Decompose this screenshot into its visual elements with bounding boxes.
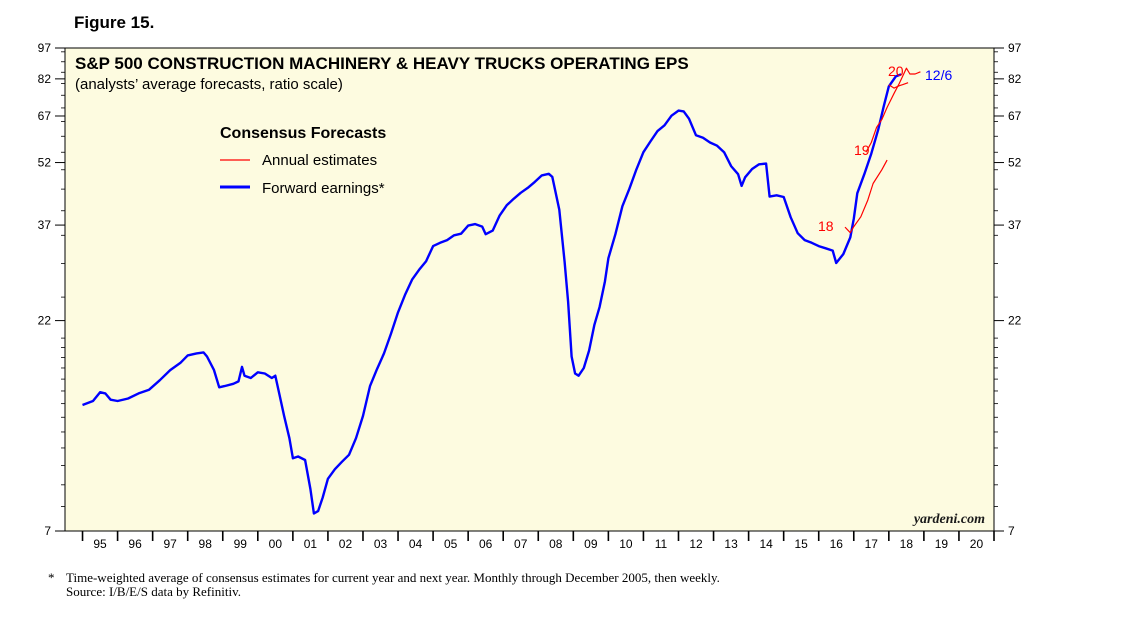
x-tick-label: 11: [655, 537, 668, 551]
legend-annual-label: Annual estimates: [262, 152, 377, 169]
x-tick-label: 13: [724, 537, 738, 551]
annual-estimate-line-18: [844, 159, 888, 234]
x-axis: 95 96 97 98 99 00 01 02 03 04 05 06 07 08 09 10 11 12 13 14…: [81, 531, 995, 551]
y-tick-label-right: 37: [1008, 218, 1022, 232]
footnote-note: Time-weighted average of consensus estim…: [66, 570, 720, 585]
annotation-date: 12/6: [925, 67, 952, 83]
watermark: yardeni.com: [912, 512, 985, 527]
x-tick-label: 14: [759, 537, 773, 551]
x-tick-label: 06: [479, 537, 493, 551]
y-tick-label-left: 37: [38, 218, 52, 232]
y-tick-label-left: 52: [38, 156, 52, 170]
x-tick-label: 18: [900, 537, 914, 551]
annotation-20: 20: [888, 63, 904, 79]
legend-forward-label: Forward earnings*: [262, 180, 385, 197]
left-axis: 7 22 37 52 67 82 97: [38, 41, 65, 538]
y-tick-label-left: 97: [38, 41, 52, 55]
forward-earnings-line: [82, 73, 902, 515]
x-tick-label: 04: [409, 537, 423, 551]
x-tick-label: 16: [830, 537, 844, 551]
x-tick-label: 03: [374, 537, 388, 551]
plot-area: [64, 47, 995, 532]
legend-title: Consensus Forecasts: [220, 125, 386, 142]
y-tick-label-left: 22: [38, 314, 52, 328]
y-tick-label-left: 67: [38, 109, 52, 123]
x-tick-label: 98: [199, 537, 213, 551]
footnote: * Time-weighted average of consensus esti…: [48, 571, 720, 599]
series-layer: [82, 67, 921, 515]
y-tick-label-right: 97: [1008, 41, 1022, 55]
x-tick-label: 97: [163, 537, 177, 551]
x-tick-label: 10: [619, 537, 633, 551]
x-tick-label: 09: [584, 537, 598, 551]
chart: 7 22 37 52 67 82 97 7 22 37 52 67 82 97 95 96 97 98 99 00…: [38, 41, 1022, 551]
footnote-source: Source: I/B/E/S data by Refinitiv.: [66, 584, 241, 599]
x-tick-label: 15: [795, 537, 809, 551]
x-tick-label: 17: [865, 537, 879, 551]
chart-subtitle: (analysts’ average forecasts, ratio scal…: [75, 76, 343, 93]
x-tick-label: 05: [444, 537, 458, 551]
legend: Consensus Forecasts Annual estimates For…: [220, 125, 386, 197]
annual-estimate-line-19: [865, 67, 921, 153]
y-tick-label-right: 7: [1008, 524, 1015, 538]
y-tick-label-right: 22: [1008, 314, 1022, 328]
y-tick-label-left: 7: [44, 524, 51, 538]
footnote-marker: *: [48, 570, 55, 585]
x-tick-label: 99: [234, 537, 248, 551]
x-tick-label: 19: [935, 537, 949, 551]
x-tick-label: 08: [549, 537, 563, 551]
annual-estimate-line-20: [888, 82, 909, 89]
y-tick-label-left: 82: [38, 72, 52, 86]
x-tick-label: 96: [128, 537, 142, 551]
x-tick-label: 20: [970, 537, 984, 551]
y-tick-label-right: 82: [1008, 72, 1022, 86]
x-tick-label: 02: [339, 537, 353, 551]
annotation-19: 19: [854, 142, 870, 158]
x-tick-label: 01: [304, 537, 318, 551]
right-axis: 7 22 37 52 67 82 97: [994, 41, 1022, 538]
annotation-18: 18: [818, 218, 834, 234]
y-tick-label-right: 52: [1008, 156, 1022, 170]
x-tick-label: 07: [514, 537, 528, 551]
y-tick-label-right: 67: [1008, 109, 1022, 123]
chart-title: S&P 500 CONSTRUCTION MACHINERY & HEAVY T…: [75, 54, 689, 73]
x-tick-label: 95: [93, 537, 107, 551]
x-tick-label: 12: [689, 537, 703, 551]
figure-label: Figure 15.: [74, 13, 155, 32]
x-tick-label: 00: [269, 537, 283, 551]
